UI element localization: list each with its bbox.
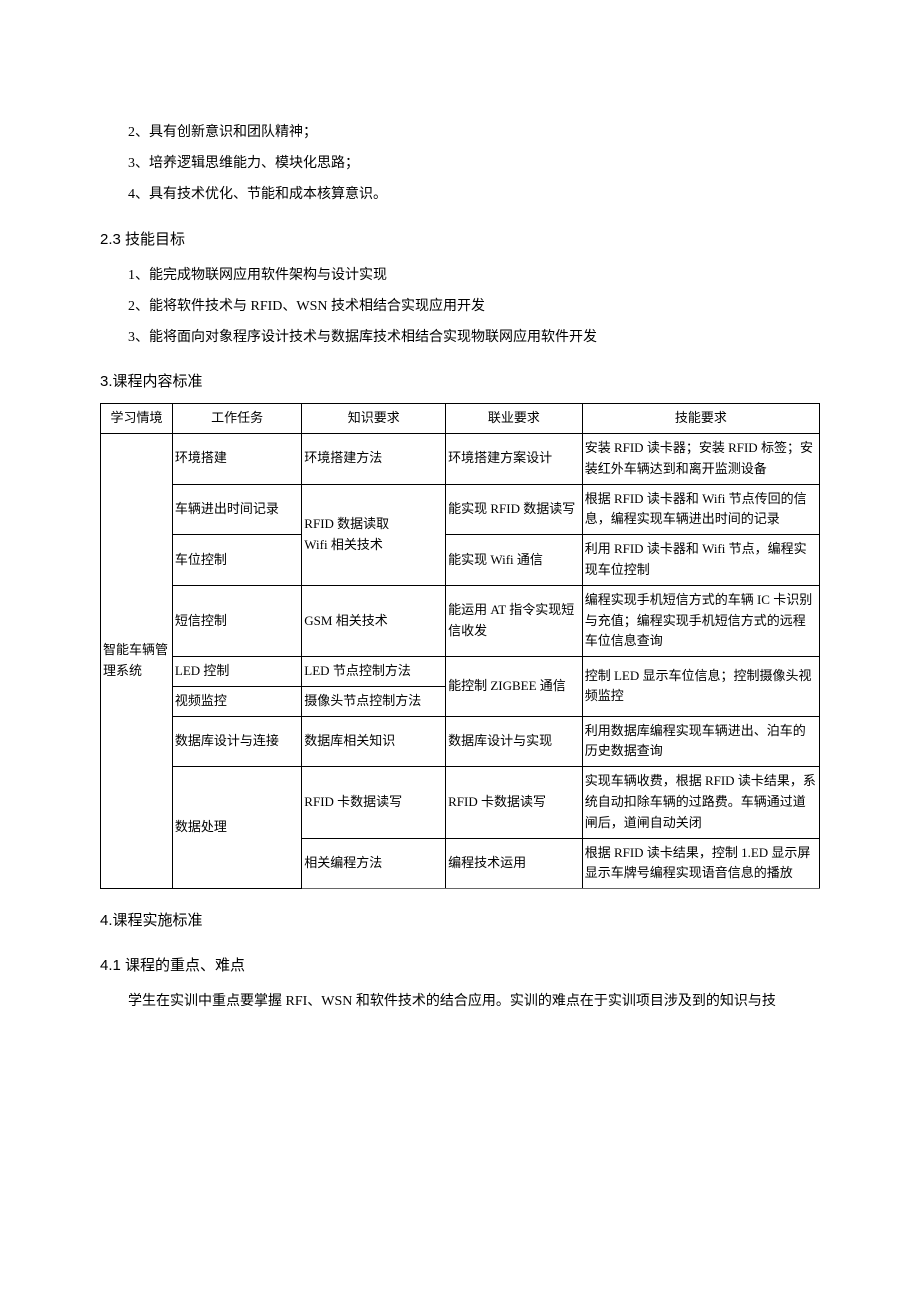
table-row: 车位控制 能实现 Wifi 通信 利用 RFID 读卡器和 Wifi 节点，编程…	[101, 535, 820, 586]
industry-cell: 环境搭建方案设计	[446, 433, 583, 484]
skill-cell-merged: 控制 LED 显示车位信息；控制摄像头视频监控	[582, 657, 819, 717]
knowledge-cell: 摄像头节点控制方法	[302, 686, 446, 716]
skill-cell: 编程实现手机短信方式的车辆 IC 卡识别与充值；编程实现手机短信方式的远程车位信…	[582, 585, 819, 656]
section-4-title: 4.课程实施标准	[100, 907, 820, 934]
industry-cell: 编程技术运用	[446, 838, 583, 889]
header-context: 学习情境	[101, 404, 173, 434]
knowledge-cell: 数据库相关知识	[302, 716, 446, 767]
skill-cell: 根据 RFID 读卡器和 Wifi 节点传回的信息，编程实现车辆进出时间的记录	[582, 484, 819, 535]
section-4-1-title: 4.1 课程的重点、难点	[100, 952, 820, 979]
section-3-title: 3.课程内容标准	[100, 368, 820, 395]
bullet-item-3: 3、培养逻辑思维能力、模块化思路；	[100, 151, 820, 176]
skill-cell: 安装 RFID 读卡器；安装 RFID 标签；安装红外车辆达到和离开监测设备	[582, 433, 819, 484]
knowledge-cell: 相关编程方法	[302, 838, 446, 889]
header-task: 工作任务	[172, 404, 301, 434]
task-cell: LED 控制	[172, 657, 301, 687]
industry-cell: 能运用 AT 指令实现短信收发	[446, 585, 583, 656]
skill-cell: 实现车辆收费，根据 RFID 读卡结果，系统自动扣除车辆的过路费。车辆通过道闸后…	[582, 767, 819, 838]
table-row: 数据库设计与连接 数据库相关知识 数据库设计与实现 利用数据库编程实现车辆进出、…	[101, 716, 820, 767]
knowledge-cell: GSM 相关技术	[302, 585, 446, 656]
skill-cell: 利用数据库编程实现车辆进出、泊车的历史数据查询	[582, 716, 819, 767]
knowledge-cell: LED 节点控制方法	[302, 657, 446, 687]
section-2-3-title: 2.3 技能目标	[100, 226, 820, 253]
task-cell: 数据库设计与连接	[172, 716, 301, 767]
header-knowledge: 知识要求	[302, 404, 446, 434]
bullet-item-2: 2、具有创新意识和团队精神；	[100, 120, 820, 145]
task-cell: 车位控制	[172, 535, 301, 586]
table-row: 数据处理 RFID 卡数据读写 RFID 卡数据读写 实现车辆收费，根据 RFI…	[101, 767, 820, 838]
task-cell: 环境搭建	[172, 433, 301, 484]
header-industry: 联业要求	[446, 404, 583, 434]
knowledge-cell: RFID 卡数据读写	[302, 767, 446, 838]
industry-cell: 能实现 Wifi 通信	[446, 535, 583, 586]
task-cell-merged: 数据处理	[172, 767, 301, 889]
course-content-table: 学习情境 工作任务 知识要求 联业要求 技能要求 智能车辆管理系统 环境搭建 环…	[100, 403, 820, 889]
task-cell: 视频监控	[172, 686, 301, 716]
table-row: 车辆进出时间记录 RFID 数据读取 Wifi 相关技术 能实现 RFID 数据…	[101, 484, 820, 535]
header-skill: 技能要求	[582, 404, 819, 434]
skill-goal-2: 2、能将软件技术与 RFID、WSN 技术相结合实现应用开发	[100, 294, 820, 319]
table-row: 智能车辆管理系统 环境搭建 环境搭建方法 环境搭建方案设计 安装 RFID 读卡…	[101, 433, 820, 484]
section-4-1-body: 学生在实训中重点要掌握 RFI、WSN 和软件技术的结合应用。实训的难点在于实训…	[100, 989, 820, 1016]
industry-cell: 数据库设计与实现	[446, 716, 583, 767]
skill-cell: 根据 RFID 读卡结果，控制 1.ED 显示屏显示车牌号编程实现语音信息的播放	[582, 838, 819, 889]
table-row: 短信控制 GSM 相关技术 能运用 AT 指令实现短信收发 编程实现手机短信方式…	[101, 585, 820, 656]
industry-cell: RFID 卡数据读写	[446, 767, 583, 838]
knowledge-cell-merged: RFID 数据读取 Wifi 相关技术	[302, 484, 446, 585]
industry-cell: 能实现 RFID 数据读写	[446, 484, 583, 535]
knowledge-cell: 环境搭建方法	[302, 433, 446, 484]
task-cell: 车辆进出时间记录	[172, 484, 301, 535]
context-cell: 智能车辆管理系统	[101, 433, 173, 888]
industry-cell-merged: 能控制 ZIGBEE 通信	[446, 657, 583, 717]
task-cell: 短信控制	[172, 585, 301, 656]
bullet-item-4: 4、具有技术优化、节能和成本核算意识。	[100, 182, 820, 207]
skill-cell: 利用 RFID 读卡器和 Wifi 节点，编程实现车位控制	[582, 535, 819, 586]
skill-goal-1: 1、能完成物联网应用软件架构与设计实现	[100, 263, 820, 288]
skill-goal-3: 3、能将面向对象程序设计技术与数据库技术相结合实现物联网应用软件开发	[100, 325, 820, 350]
table-row: LED 控制 LED 节点控制方法 能控制 ZIGBEE 通信 控制 LED 显…	[101, 657, 820, 687]
table-header-row: 学习情境 工作任务 知识要求 联业要求 技能要求	[101, 404, 820, 434]
